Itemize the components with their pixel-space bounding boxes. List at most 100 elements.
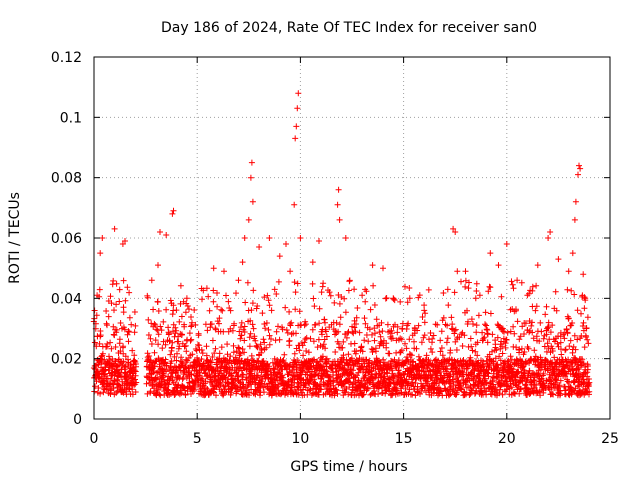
data-point	[421, 307, 428, 314]
data-point	[569, 349, 576, 356]
data-point	[476, 292, 483, 299]
data-point	[132, 389, 139, 395]
data-point	[499, 328, 506, 335]
data-point	[557, 377, 564, 384]
data-point	[121, 366, 128, 373]
data-point	[472, 348, 479, 355]
data-point	[534, 262, 541, 269]
data-point	[574, 383, 581, 390]
data-point	[248, 352, 255, 359]
data-point	[564, 378, 571, 385]
data-point	[125, 328, 132, 335]
data-point	[235, 344, 242, 351]
data-point	[438, 345, 445, 351]
data-point	[261, 389, 267, 396]
data-point	[429, 349, 436, 356]
data-point	[493, 346, 500, 353]
data-point	[406, 386, 413, 393]
data-point	[586, 391, 592, 398]
data-point	[429, 335, 436, 342]
data-point	[232, 354, 239, 361]
data-point	[355, 377, 362, 384]
data-point	[148, 277, 155, 284]
data-point	[523, 377, 530, 384]
data-point	[504, 329, 511, 336]
data-point	[499, 391, 506, 398]
data-point	[473, 387, 480, 394]
x-axis-label: GPS time / hours	[290, 459, 407, 475]
data-point	[356, 329, 363, 336]
data-point	[430, 332, 437, 339]
data-point	[353, 348, 360, 355]
data-point	[359, 348, 366, 355]
data-point	[375, 391, 382, 397]
data-point	[529, 319, 535, 326]
data-point	[425, 286, 432, 293]
data-point	[213, 392, 219, 399]
data-point	[541, 343, 548, 350]
data-point	[322, 356, 329, 363]
data-point	[119, 344, 126, 351]
data-point	[92, 383, 98, 390]
data-point	[400, 371, 407, 378]
data-point	[361, 381, 368, 388]
data-point	[419, 314, 426, 320]
data-point	[247, 330, 254, 337]
data-point	[388, 330, 395, 337]
data-point	[532, 353, 539, 360]
data-point	[176, 343, 183, 350]
data-point	[524, 292, 531, 299]
data-point	[233, 383, 240, 389]
data-point	[510, 323, 517, 330]
data-point	[179, 331, 185, 338]
data-point	[228, 370, 235, 377]
data-point	[129, 347, 136, 354]
data-point	[300, 352, 307, 359]
data-point	[303, 334, 310, 341]
data-point	[467, 335, 474, 342]
data-point	[169, 339, 176, 346]
data-point	[199, 376, 206, 383]
data-point	[150, 368, 157, 374]
data-point	[373, 348, 379, 355]
data-point	[179, 376, 186, 383]
data-point	[406, 336, 413, 343]
data-point	[503, 386, 510, 393]
data-point	[404, 299, 411, 306]
data-point	[241, 349, 248, 356]
data-point	[473, 288, 480, 294]
data-point	[398, 347, 405, 354]
data-point	[362, 320, 369, 327]
data-point	[384, 321, 391, 328]
data-point	[318, 289, 325, 296]
data-point	[309, 326, 316, 333]
data-point	[162, 356, 169, 363]
data-point	[579, 323, 586, 329]
data-point	[362, 298, 369, 305]
data-point	[268, 336, 274, 342]
data-point	[241, 235, 248, 241]
data-point	[537, 392, 544, 399]
data-point	[230, 349, 237, 356]
data-point	[155, 341, 162, 348]
data-point	[231, 320, 238, 327]
data-point	[337, 314, 344, 321]
data-point	[122, 353, 129, 360]
data-point	[124, 284, 131, 291]
data-point	[368, 346, 375, 352]
data-point	[262, 325, 269, 332]
data-point	[412, 392, 419, 399]
data-point	[99, 235, 106, 241]
data-point	[525, 345, 532, 352]
data-point	[372, 330, 378, 337]
data-point	[351, 317, 358, 324]
data-point	[286, 342, 293, 349]
data-point	[402, 340, 408, 347]
data-point	[120, 277, 127, 284]
data-point	[552, 288, 559, 295]
data-point	[218, 344, 225, 351]
data-point	[379, 328, 386, 335]
data-point	[249, 300, 256, 307]
data-point	[479, 329, 486, 336]
data-point	[353, 391, 360, 398]
